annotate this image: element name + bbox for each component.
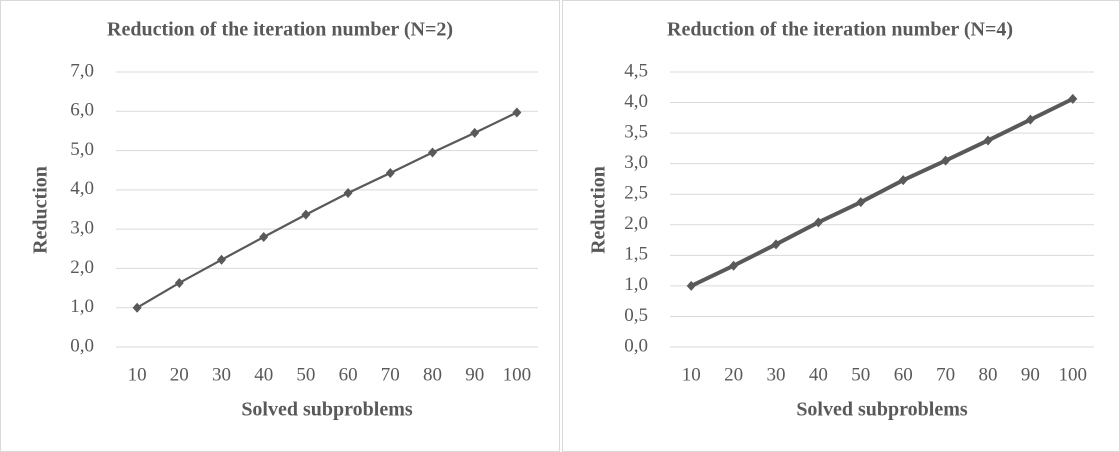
x-tick-label: 60 — [894, 364, 913, 385]
data-point — [686, 280, 696, 291]
x-axis-title: Solved subproblems — [241, 399, 413, 421]
y-tick-label: 0,0 — [70, 335, 94, 356]
series-line — [136, 111, 518, 309]
y-tick-label: 6,0 — [70, 100, 94, 121]
x-tick-label: 30 — [767, 364, 786, 385]
y-tick-label: 4,5 — [624, 60, 648, 81]
data-point — [941, 155, 951, 166]
x-tick-label: 100 — [503, 364, 532, 385]
data-point — [983, 135, 993, 146]
y-tick-label: 1,5 — [624, 244, 648, 265]
data-point — [174, 277, 184, 288]
data-point — [898, 175, 908, 186]
data-point — [217, 254, 226, 265]
y-tick-label: 1,0 — [70, 296, 94, 317]
y-tick-label: 3,0 — [70, 218, 94, 239]
x-tick-label: 90 — [1021, 364, 1040, 385]
y-axis-title: Reduction — [588, 166, 610, 254]
x-tick-label: 50 — [851, 364, 870, 385]
y-axis-title: Reduction — [30, 166, 52, 254]
y-tick-label: 3,5 — [624, 121, 648, 142]
x-tick-label: 10 — [128, 364, 147, 385]
x-tick-label: 70 — [936, 364, 955, 385]
y-tick-label: 3,0 — [624, 152, 648, 173]
data-point — [259, 232, 269, 242]
y-tick-label: 2,5 — [624, 183, 648, 204]
data-point — [132, 302, 142, 313]
data-point — [301, 209, 311, 220]
y-tick-label: 7,0 — [70, 60, 94, 81]
x-tick-label: 40 — [809, 364, 828, 385]
x-tick-label: 80 — [423, 364, 442, 385]
x-axis-title: Solved subproblems — [796, 399, 968, 421]
data-point — [512, 107, 522, 118]
y-tick-label: 4,0 — [624, 91, 648, 112]
x-tick-label: 40 — [254, 364, 273, 385]
x-tick-label: 90 — [465, 364, 484, 385]
data-point — [428, 147, 437, 158]
data-point — [470, 127, 480, 138]
data-point — [1025, 114, 1035, 125]
x-tick-label: 80 — [979, 364, 998, 385]
chart-title: Reduction of the iteration number (N=4) — [667, 19, 1013, 41]
y-tick-label: 4,0 — [70, 178, 94, 199]
x-tick-label: 10 — [682, 364, 701, 385]
data-point — [385, 167, 395, 178]
chart-title: Reduction of the iteration number (N=2) — [107, 19, 453, 41]
y-tick-label: 0,0 — [624, 335, 648, 356]
data-point — [1068, 93, 1078, 104]
y-tick-label: 2,0 — [70, 257, 94, 278]
y-tick-label: 0,5 — [624, 305, 648, 326]
x-tick-label: 20 — [170, 364, 189, 385]
y-tick-label: 5,0 — [70, 139, 94, 160]
data-point — [856, 197, 866, 208]
y-tick-label: 1,0 — [624, 274, 648, 295]
series-line — [690, 97, 1074, 288]
x-tick-label: 50 — [296, 364, 315, 385]
data-point — [729, 260, 739, 271]
y-tick-label: 2,0 — [624, 213, 648, 234]
x-tick-label: 20 — [724, 364, 743, 385]
data-point — [343, 188, 353, 198]
x-tick-label: 30 — [212, 364, 231, 385]
x-tick-label: 100 — [1059, 364, 1088, 385]
x-tick-label: 70 — [381, 364, 400, 385]
x-tick-label: 60 — [339, 364, 358, 385]
data-point — [771, 239, 781, 250]
data-point — [813, 217, 823, 228]
